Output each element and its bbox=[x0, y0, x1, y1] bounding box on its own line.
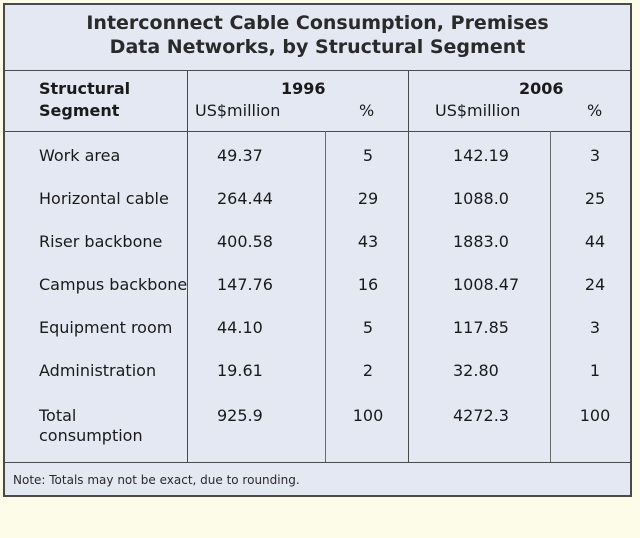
col-rule-1996-pct bbox=[325, 131, 326, 462]
pct-1996-cell: 43 bbox=[357, 232, 379, 251]
total-pct-1996: 100 bbox=[352, 406, 384, 425]
title-separator bbox=[5, 70, 630, 71]
segment-cell: Campus backbone bbox=[39, 275, 188, 294]
pct-2006-cell: 24 bbox=[584, 275, 606, 294]
segment-cell: Equipment room bbox=[39, 318, 173, 337]
pct-2006-cell: 25 bbox=[584, 189, 606, 208]
pct-1996-label: % bbox=[359, 101, 375, 120]
segment-header-line-2: Segment bbox=[39, 101, 120, 120]
total-label-line-1: Total bbox=[39, 406, 77, 425]
usd-1996-cell: 400.58 bbox=[217, 232, 273, 251]
segment-cell: Administration bbox=[39, 361, 157, 380]
segment-header-line-1: Structural bbox=[39, 79, 131, 98]
usd-2006-cell: 117.85 bbox=[453, 318, 509, 337]
usd-1996-cell: 49.37 bbox=[217, 146, 263, 165]
pct-2006-label: % bbox=[587, 101, 603, 120]
col-rule-year bbox=[408, 70, 409, 462]
usd-1996-cell: 19.61 bbox=[217, 361, 263, 380]
pct-1996-cell: 5 bbox=[362, 146, 374, 165]
usd-2006-cell: 32.80 bbox=[453, 361, 499, 380]
pct-2006-cell: 44 bbox=[584, 232, 606, 251]
footnote: Note: Totals may not be exact, due to ro… bbox=[13, 473, 300, 487]
pct-2006-cell: 3 bbox=[589, 318, 601, 337]
pct-1996-cell: 29 bbox=[357, 189, 379, 208]
col-rule-2006-pct bbox=[550, 131, 551, 462]
year-1996-header: 1996 bbox=[281, 79, 326, 98]
pct-2006-cell: 1 bbox=[589, 361, 601, 380]
total-pct-2006: 100 bbox=[579, 406, 611, 425]
header-separator bbox=[5, 131, 630, 132]
segment-cell: Work area bbox=[39, 146, 121, 165]
usd-2006-cell: 142.19 bbox=[453, 146, 509, 165]
footer-separator bbox=[5, 462, 630, 463]
usd-2006-cell: 1088.0 bbox=[453, 189, 509, 208]
total-usd-2006: 4272.3 bbox=[453, 406, 509, 425]
total-usd-1996: 925.9 bbox=[217, 406, 263, 425]
usd-2006-cell: 1008.47 bbox=[453, 275, 520, 294]
usd-1996-cell: 44.10 bbox=[217, 318, 263, 337]
table-title: Interconnect Cable Consumption, Premises… bbox=[5, 11, 630, 59]
cable-consumption-table: Interconnect Cable Consumption, Premises… bbox=[3, 3, 632, 497]
usd-1996-label: US$million bbox=[195, 101, 281, 120]
total-label-line-2: consumption bbox=[39, 426, 143, 445]
segment-cell: Riser backbone bbox=[39, 232, 163, 251]
pct-2006-cell: 3 bbox=[589, 146, 601, 165]
col-rule-segment bbox=[187, 70, 188, 462]
total-label: Total consumption bbox=[39, 406, 143, 446]
title-line-1: Interconnect Cable Consumption, Premises bbox=[86, 12, 549, 34]
pct-1996-cell: 16 bbox=[357, 275, 379, 294]
pct-1996-cell: 2 bbox=[362, 361, 374, 380]
usd-1996-cell: 264.44 bbox=[217, 189, 273, 208]
usd-1996-cell: 147.76 bbox=[217, 275, 273, 294]
usd-2006-cell: 1883.0 bbox=[453, 232, 509, 251]
usd-2006-label: US$million bbox=[435, 101, 521, 120]
year-2006-header: 2006 bbox=[519, 79, 564, 98]
segment-cell: Horizontal cable bbox=[39, 189, 169, 208]
pct-1996-cell: 5 bbox=[362, 318, 374, 337]
title-line-2: Data Networks, by Structural Segment bbox=[109, 36, 526, 58]
